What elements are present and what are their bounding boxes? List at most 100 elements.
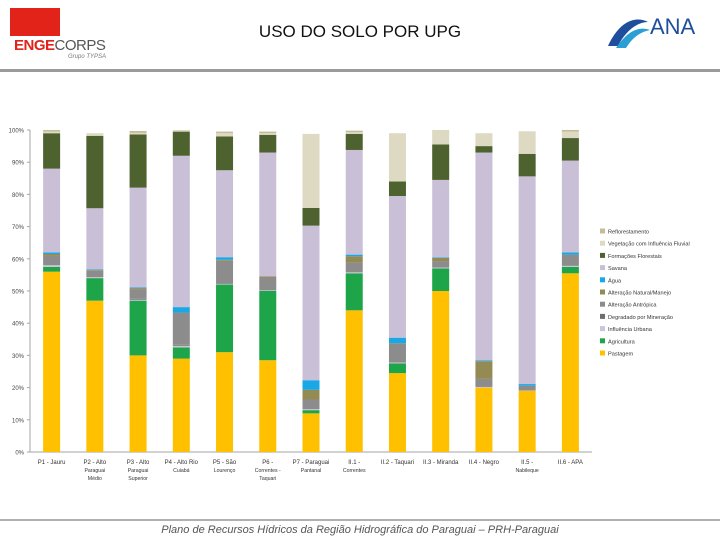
bar-segment bbox=[561, 266, 579, 274]
bar-segment bbox=[86, 277, 104, 279]
bar-segment bbox=[388, 373, 406, 452]
bar-segment bbox=[86, 135, 104, 209]
bar-segment bbox=[302, 410, 320, 414]
bar-segment bbox=[129, 187, 147, 288]
x-tick-label: II.3 - Miranda bbox=[423, 460, 459, 466]
legend-swatch bbox=[600, 301, 605, 307]
legend-swatch bbox=[600, 313, 605, 319]
x-tick-label: Superior bbox=[128, 476, 148, 482]
bar-segment bbox=[345, 256, 363, 263]
bar-segment bbox=[561, 254, 579, 266]
legend-label: Reflorestamento bbox=[608, 230, 649, 236]
legend-label: Agricultura bbox=[608, 339, 636, 345]
legend-swatch bbox=[600, 265, 605, 271]
x-tick-label: P3 - Alto bbox=[127, 460, 150, 466]
bar-segment bbox=[518, 390, 536, 452]
bar-segment bbox=[216, 259, 234, 261]
y-tick-label: 50% bbox=[12, 290, 25, 296]
bar-segment bbox=[432, 257, 450, 262]
bar-segment bbox=[345, 254, 363, 257]
bar-segment bbox=[302, 207, 320, 226]
legend-label: Savana bbox=[608, 266, 628, 272]
bar-segment bbox=[475, 146, 493, 153]
bar-segment bbox=[43, 252, 61, 254]
y-tick-label: 40% bbox=[12, 322, 25, 328]
page-title: USO DO SOLO POR UPG bbox=[258, 22, 462, 41]
bar-segment bbox=[432, 267, 450, 269]
bar-segment bbox=[86, 278, 104, 301]
bar-segment bbox=[475, 378, 493, 387]
bar-segment bbox=[43, 168, 61, 253]
bar-segment bbox=[345, 130, 363, 133]
bar-segment bbox=[172, 307, 190, 313]
bar-segment bbox=[86, 269, 104, 271]
bar-segment bbox=[86, 300, 104, 452]
footer-caption: Plano de Recursos Hídricos da Região Hid… bbox=[161, 524, 559, 536]
legend-label: Alteração Natural/Manejo bbox=[608, 291, 671, 297]
x-tick-label: II.1 - bbox=[348, 460, 360, 466]
bar-segment bbox=[302, 380, 320, 390]
bar-segment bbox=[561, 138, 579, 161]
bar-segment bbox=[216, 131, 234, 134]
x-tick-label: Correntes - bbox=[255, 468, 281, 474]
legend-swatch bbox=[600, 228, 605, 234]
bar-segment bbox=[259, 277, 277, 291]
bar-segment bbox=[43, 265, 61, 267]
bar-segment bbox=[345, 132, 363, 134]
x-tick-label: P7 - Paraguai bbox=[293, 460, 330, 466]
legend-swatch bbox=[600, 240, 605, 246]
bar-segment bbox=[86, 208, 104, 270]
bar-segment bbox=[302, 133, 320, 208]
bar-segment bbox=[172, 312, 190, 345]
legend-swatch bbox=[600, 338, 605, 344]
bar-segment bbox=[43, 271, 61, 452]
bar-segment bbox=[172, 358, 190, 452]
bar-segment bbox=[43, 266, 61, 272]
x-tick-label: Lourenço bbox=[214, 468, 236, 474]
x-tick-label: Cuiabá bbox=[173, 468, 190, 474]
bar-segment bbox=[216, 260, 234, 284]
bar-segment bbox=[129, 300, 147, 356]
bar-segment bbox=[129, 132, 147, 135]
y-tick-label: 10% bbox=[12, 418, 25, 424]
bar-segment bbox=[561, 265, 579, 267]
engecorps-logo-mark bbox=[10, 8, 60, 36]
x-tick-label: P5 - São bbox=[213, 460, 237, 466]
y-tick-label: 100% bbox=[9, 129, 25, 135]
bar-segment bbox=[216, 284, 234, 353]
bar-segment bbox=[475, 386, 493, 388]
bar-segment bbox=[432, 268, 450, 291]
legend-swatch bbox=[600, 289, 605, 295]
x-tick-label: II.5 - bbox=[521, 460, 533, 466]
bar-segment bbox=[43, 131, 61, 134]
bar-segment bbox=[432, 257, 450, 258]
bar-segment bbox=[216, 133, 234, 137]
bar-segment bbox=[216, 170, 234, 258]
legend-swatch bbox=[600, 350, 605, 356]
x-tick-label: Correntes bbox=[343, 468, 366, 474]
bar-segment bbox=[172, 344, 190, 346]
bar-segment bbox=[432, 144, 450, 180]
bar-segment bbox=[302, 389, 320, 400]
legend-label: Pastagem bbox=[608, 352, 634, 358]
bar-segment bbox=[345, 272, 363, 274]
bar-segment bbox=[388, 343, 406, 363]
bar-segment bbox=[129, 130, 147, 133]
bar-segment bbox=[432, 291, 450, 452]
bar-segment bbox=[561, 160, 579, 253]
x-tick-label: P2 - Alto bbox=[84, 460, 107, 466]
bar-segment bbox=[129, 289, 147, 299]
legend-swatch bbox=[600, 326, 605, 332]
bar-segment bbox=[216, 136, 234, 171]
bar-segment bbox=[259, 152, 277, 277]
bar-segment bbox=[345, 133, 363, 150]
y-tick-label: 0% bbox=[15, 451, 24, 457]
bar-segment bbox=[388, 337, 406, 344]
bar-segment bbox=[129, 299, 147, 301]
bar-segment bbox=[259, 360, 277, 452]
bar-segment bbox=[216, 283, 234, 285]
bar-segment bbox=[561, 130, 579, 132]
legend-label: Alteração Antrópica bbox=[608, 303, 657, 309]
bar-segment bbox=[388, 362, 406, 364]
bar-segment bbox=[129, 287, 147, 289]
